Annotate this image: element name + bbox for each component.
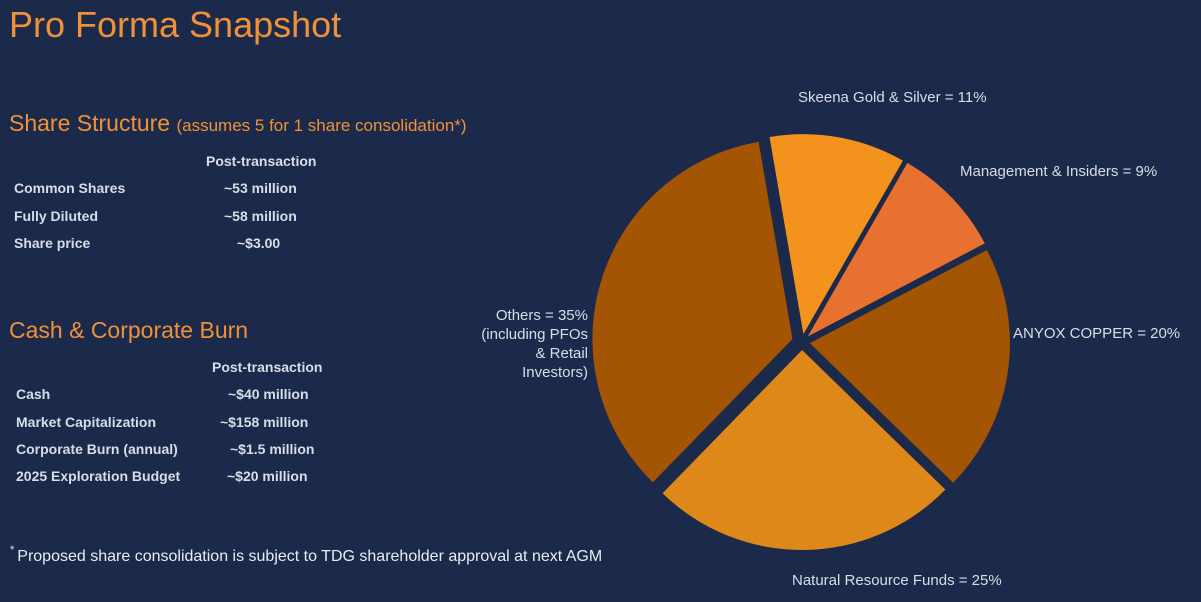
footnote-marker: * [10,544,15,556]
pie-slice-management [807,162,985,337]
footnote-text: Proposed share consolidation is subject … [17,548,603,565]
cash-burn-column-header: Post-transaction [212,359,323,375]
pie-label-others: Others = 35% (including PFOs & Retail In… [460,306,588,382]
pie-label-others-line: & Retail [535,345,588,362]
table-row-value: ~58 million [224,208,297,224]
page-title: Pro Forma Snapshot [9,4,342,45]
table-row-value: ~$3.00 [237,235,281,251]
table-row-label: Fully Diluted [14,208,98,224]
cash-burn-heading: Cash & Corporate Burn [9,317,249,343]
pie-label-others-line: Others = 35% [495,307,588,324]
footnote: * Proposed share consolidation is subject… [10,544,603,566]
table-row-label: Market Capitalization [16,414,157,430]
table-row-value: ~$158 million [220,414,309,430]
pie-label-others-line: Investors) [522,364,588,381]
table-row-value: ~$1.5 million [230,441,315,457]
pie-slice-natural-resource [662,349,946,550]
table-row-label: Common Shares [14,180,126,196]
pie-label-others-line: (including PFOs [481,326,588,343]
share-structure-subtitle: (assumes 5 for 1 share consolidation*) [176,116,467,135]
pie-label-management: Management & Insiders = 9% [960,163,1158,180]
table-row-label: Corporate Burn (annual) [16,441,178,457]
table-row-value: ~53 million [224,180,297,196]
pie-label-natural-resource: Natural Resource Funds = 25% [792,572,1002,589]
share-structure-column-header: Post-transaction [206,153,317,169]
table-row-value: ~$20 million [227,468,308,484]
share-structure-title: Share Structure [9,110,171,136]
pie-label-skeena: Skeena Gold & Silver = 11% [798,89,987,106]
pie-label-anyox: ANYOX COPPER = 20% [1013,325,1181,342]
pie-slice-others [592,141,793,483]
table-row-label: Cash [16,386,51,402]
pie-slice-anyox [809,250,1010,483]
table-row-label: 2025 Exploration Budget [16,468,181,484]
pie-slice-skeena [769,134,903,335]
table-row-value: ~$40 million [228,386,309,402]
table-row-label: Share price [14,235,91,251]
share-structure-heading: Share Structure (assumes 5 for 1 share c… [9,110,467,137]
